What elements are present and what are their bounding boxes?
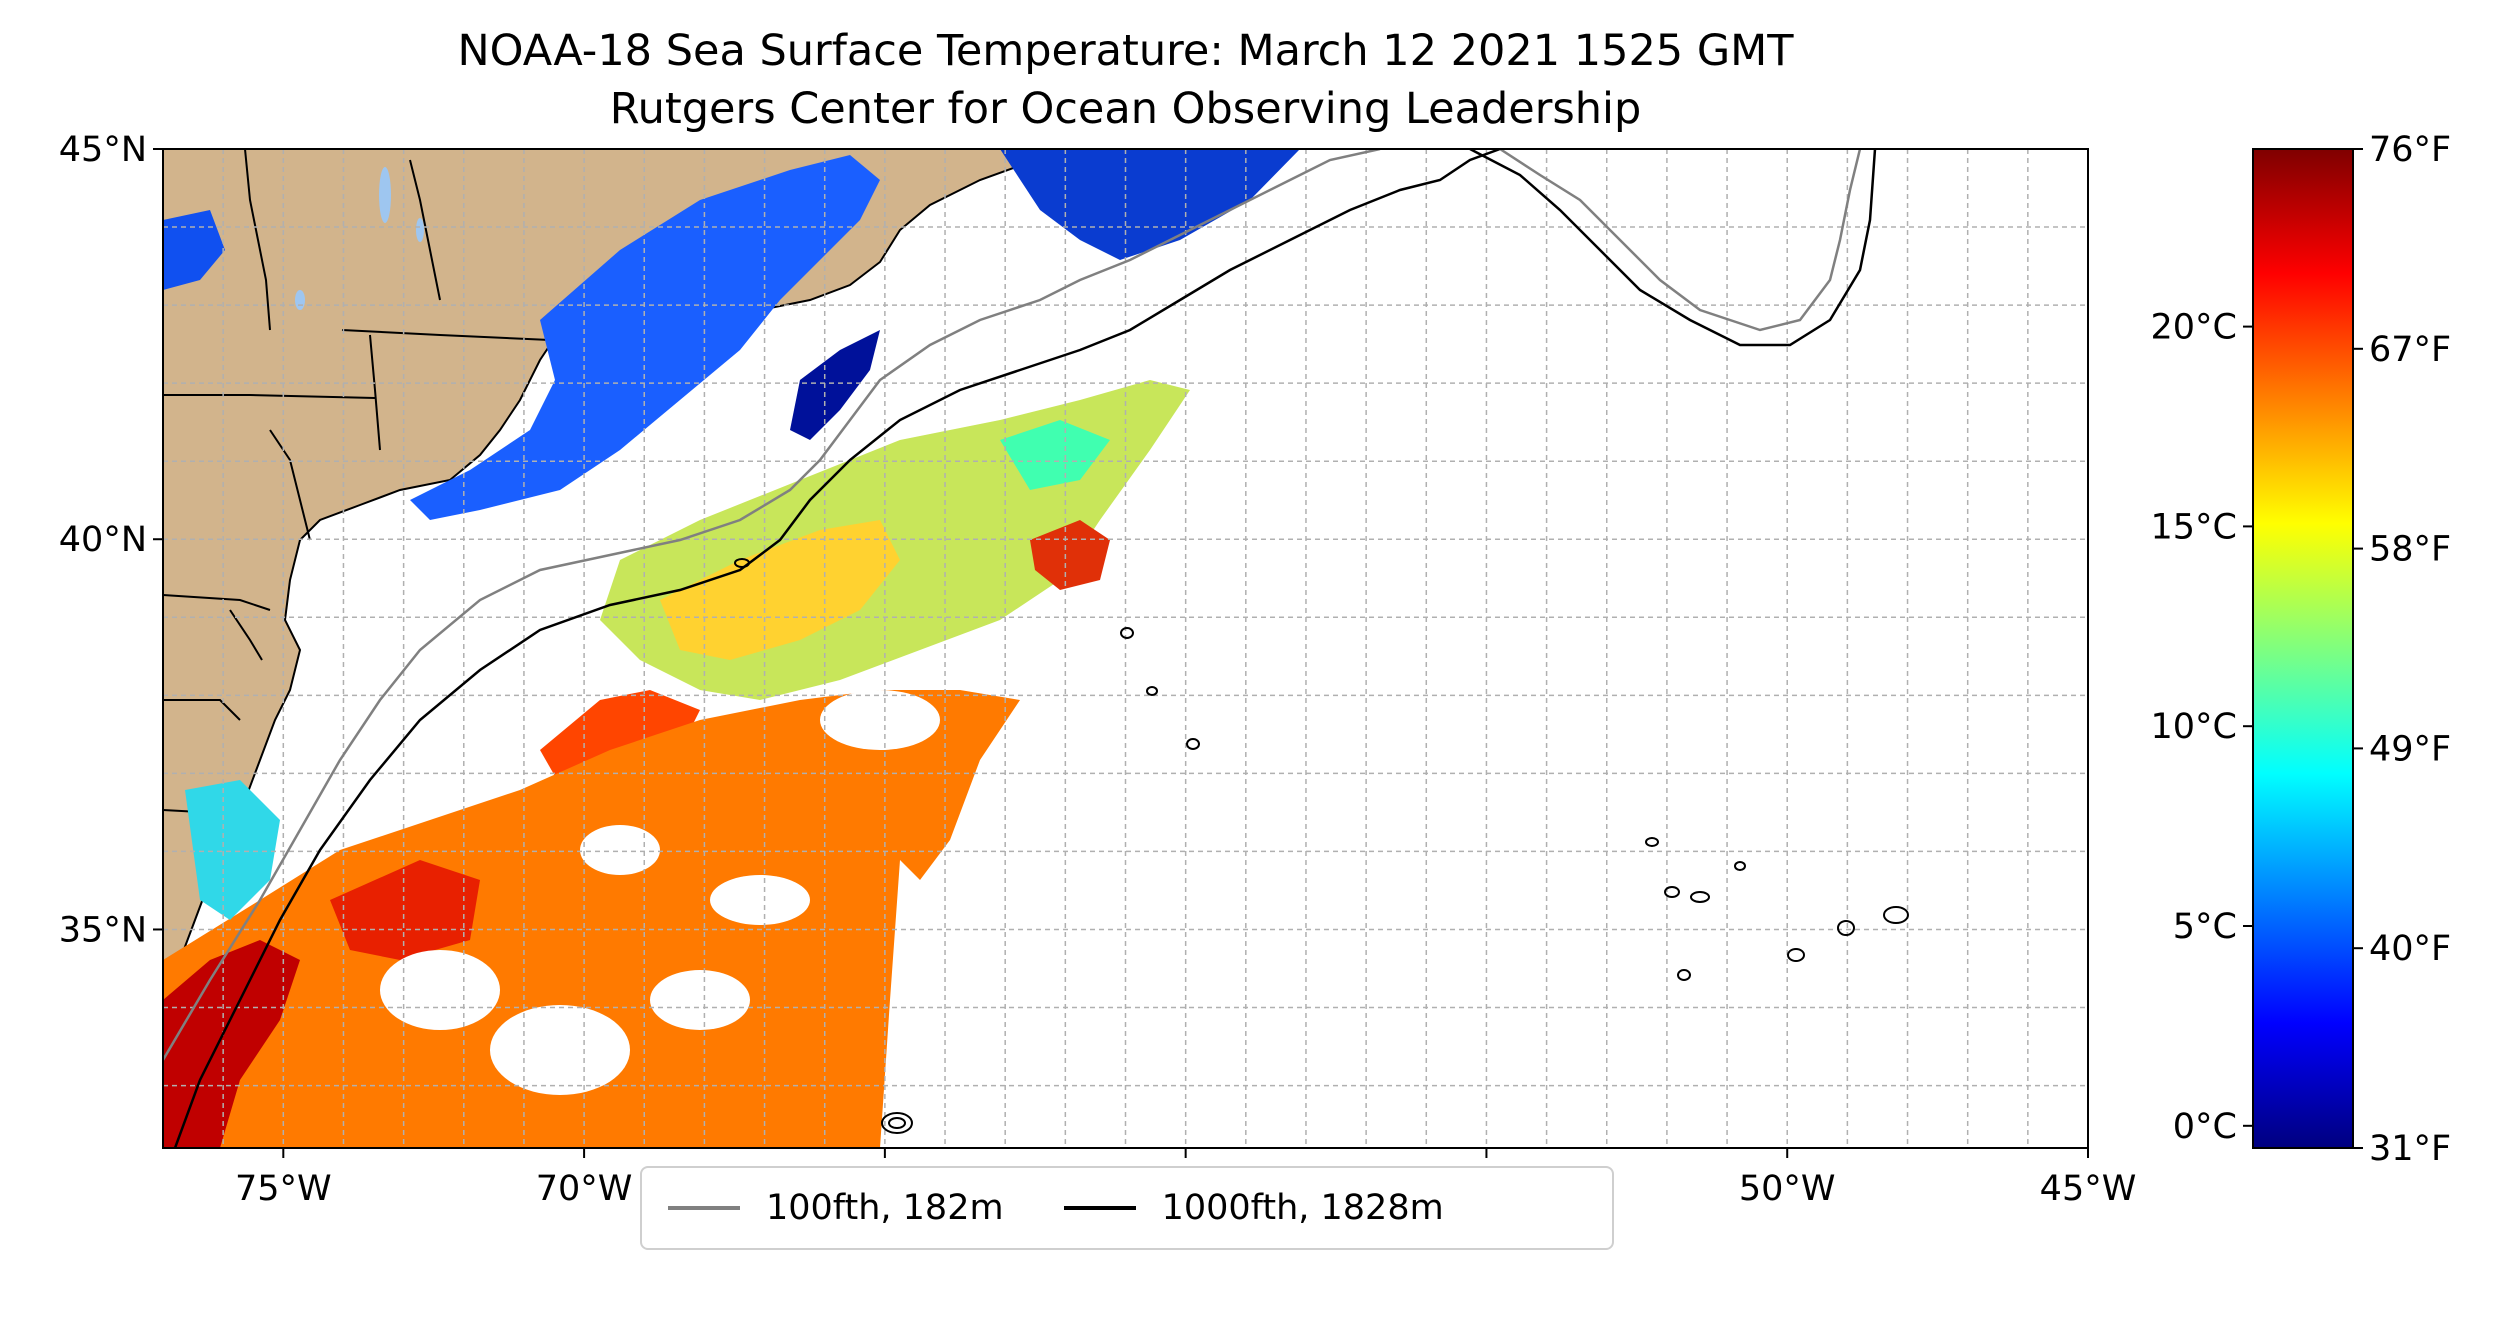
grid-lines	[163, 149, 2088, 1148]
seamounts	[734, 558, 1909, 1134]
state-borders	[163, 149, 551, 813]
legend-swatch-100fth	[668, 1206, 740, 1210]
sst-cold-scotian	[1000, 149, 1300, 260]
sst-orange-south	[163, 690, 1020, 1148]
sst-cold-gulf-of-maine	[410, 155, 880, 520]
legend-item-100fth: 100fth, 182m	[668, 1188, 1004, 1228]
title-line-1: NOAA-18 Sea Surface Temperature: March 1…	[457, 26, 1794, 76]
sst-cyan-nearshore	[185, 780, 280, 920]
sst-dark-blue-shelf	[790, 330, 880, 440]
x-tick-label: 50°W	[1739, 1169, 1836, 1209]
sst-red-streak	[540, 690, 700, 785]
legend-swatch-1000fth	[1063, 1206, 1136, 1210]
isobath-1000fth-grand-banks	[1469, 149, 1877, 347]
legend-label-1000fth: 1000fth, 1828m	[1161, 1188, 1444, 1228]
y-axis: 45°N 40°N 35°N	[59, 130, 163, 950]
legend-label-100fth: 100fth, 182m	[766, 1188, 1004, 1228]
title-line-2: Rutgers Center for Ocean Observing Leade…	[609, 84, 1642, 134]
lakes	[295, 167, 424, 310]
cloud-gaps	[380, 690, 940, 1095]
sst-warm-eddy	[1030, 520, 1110, 590]
x-tick-label: 75°W	[235, 1169, 332, 1209]
x-tick-label: 70°W	[536, 1169, 633, 1209]
y-tick-label: 35°N	[59, 910, 147, 950]
x-tick-label: 45°W	[2040, 1169, 2137, 1209]
sst-dark-red-nearshore	[163, 940, 300, 1148]
sst-cyan-band	[1000, 420, 1110, 490]
sst-data	[163, 149, 1300, 1148]
isobath-100fth-grand-banks	[1499, 149, 1862, 332]
map-area	[163, 149, 2088, 1148]
sst-cold-northwest	[163, 210, 225, 290]
sst-yellow-band	[660, 520, 900, 660]
isobath-100fth	[163, 149, 1381, 1061]
legend-item-1000fth: 1000fth, 1828m	[1063, 1188, 1444, 1228]
legend: 100fth, 182m 1000fth, 1828m	[640, 1166, 1614, 1250]
y-tick-label: 45°N	[59, 130, 147, 170]
chart-title: NOAA-18 Sea Surface Temperature: March 1…	[163, 22, 2088, 138]
sst-red-middle	[330, 860, 480, 960]
map-frame	[162, 148, 2089, 1149]
y-tick-label: 40°N	[59, 520, 147, 560]
isobath-1000fth	[173, 149, 1501, 1148]
